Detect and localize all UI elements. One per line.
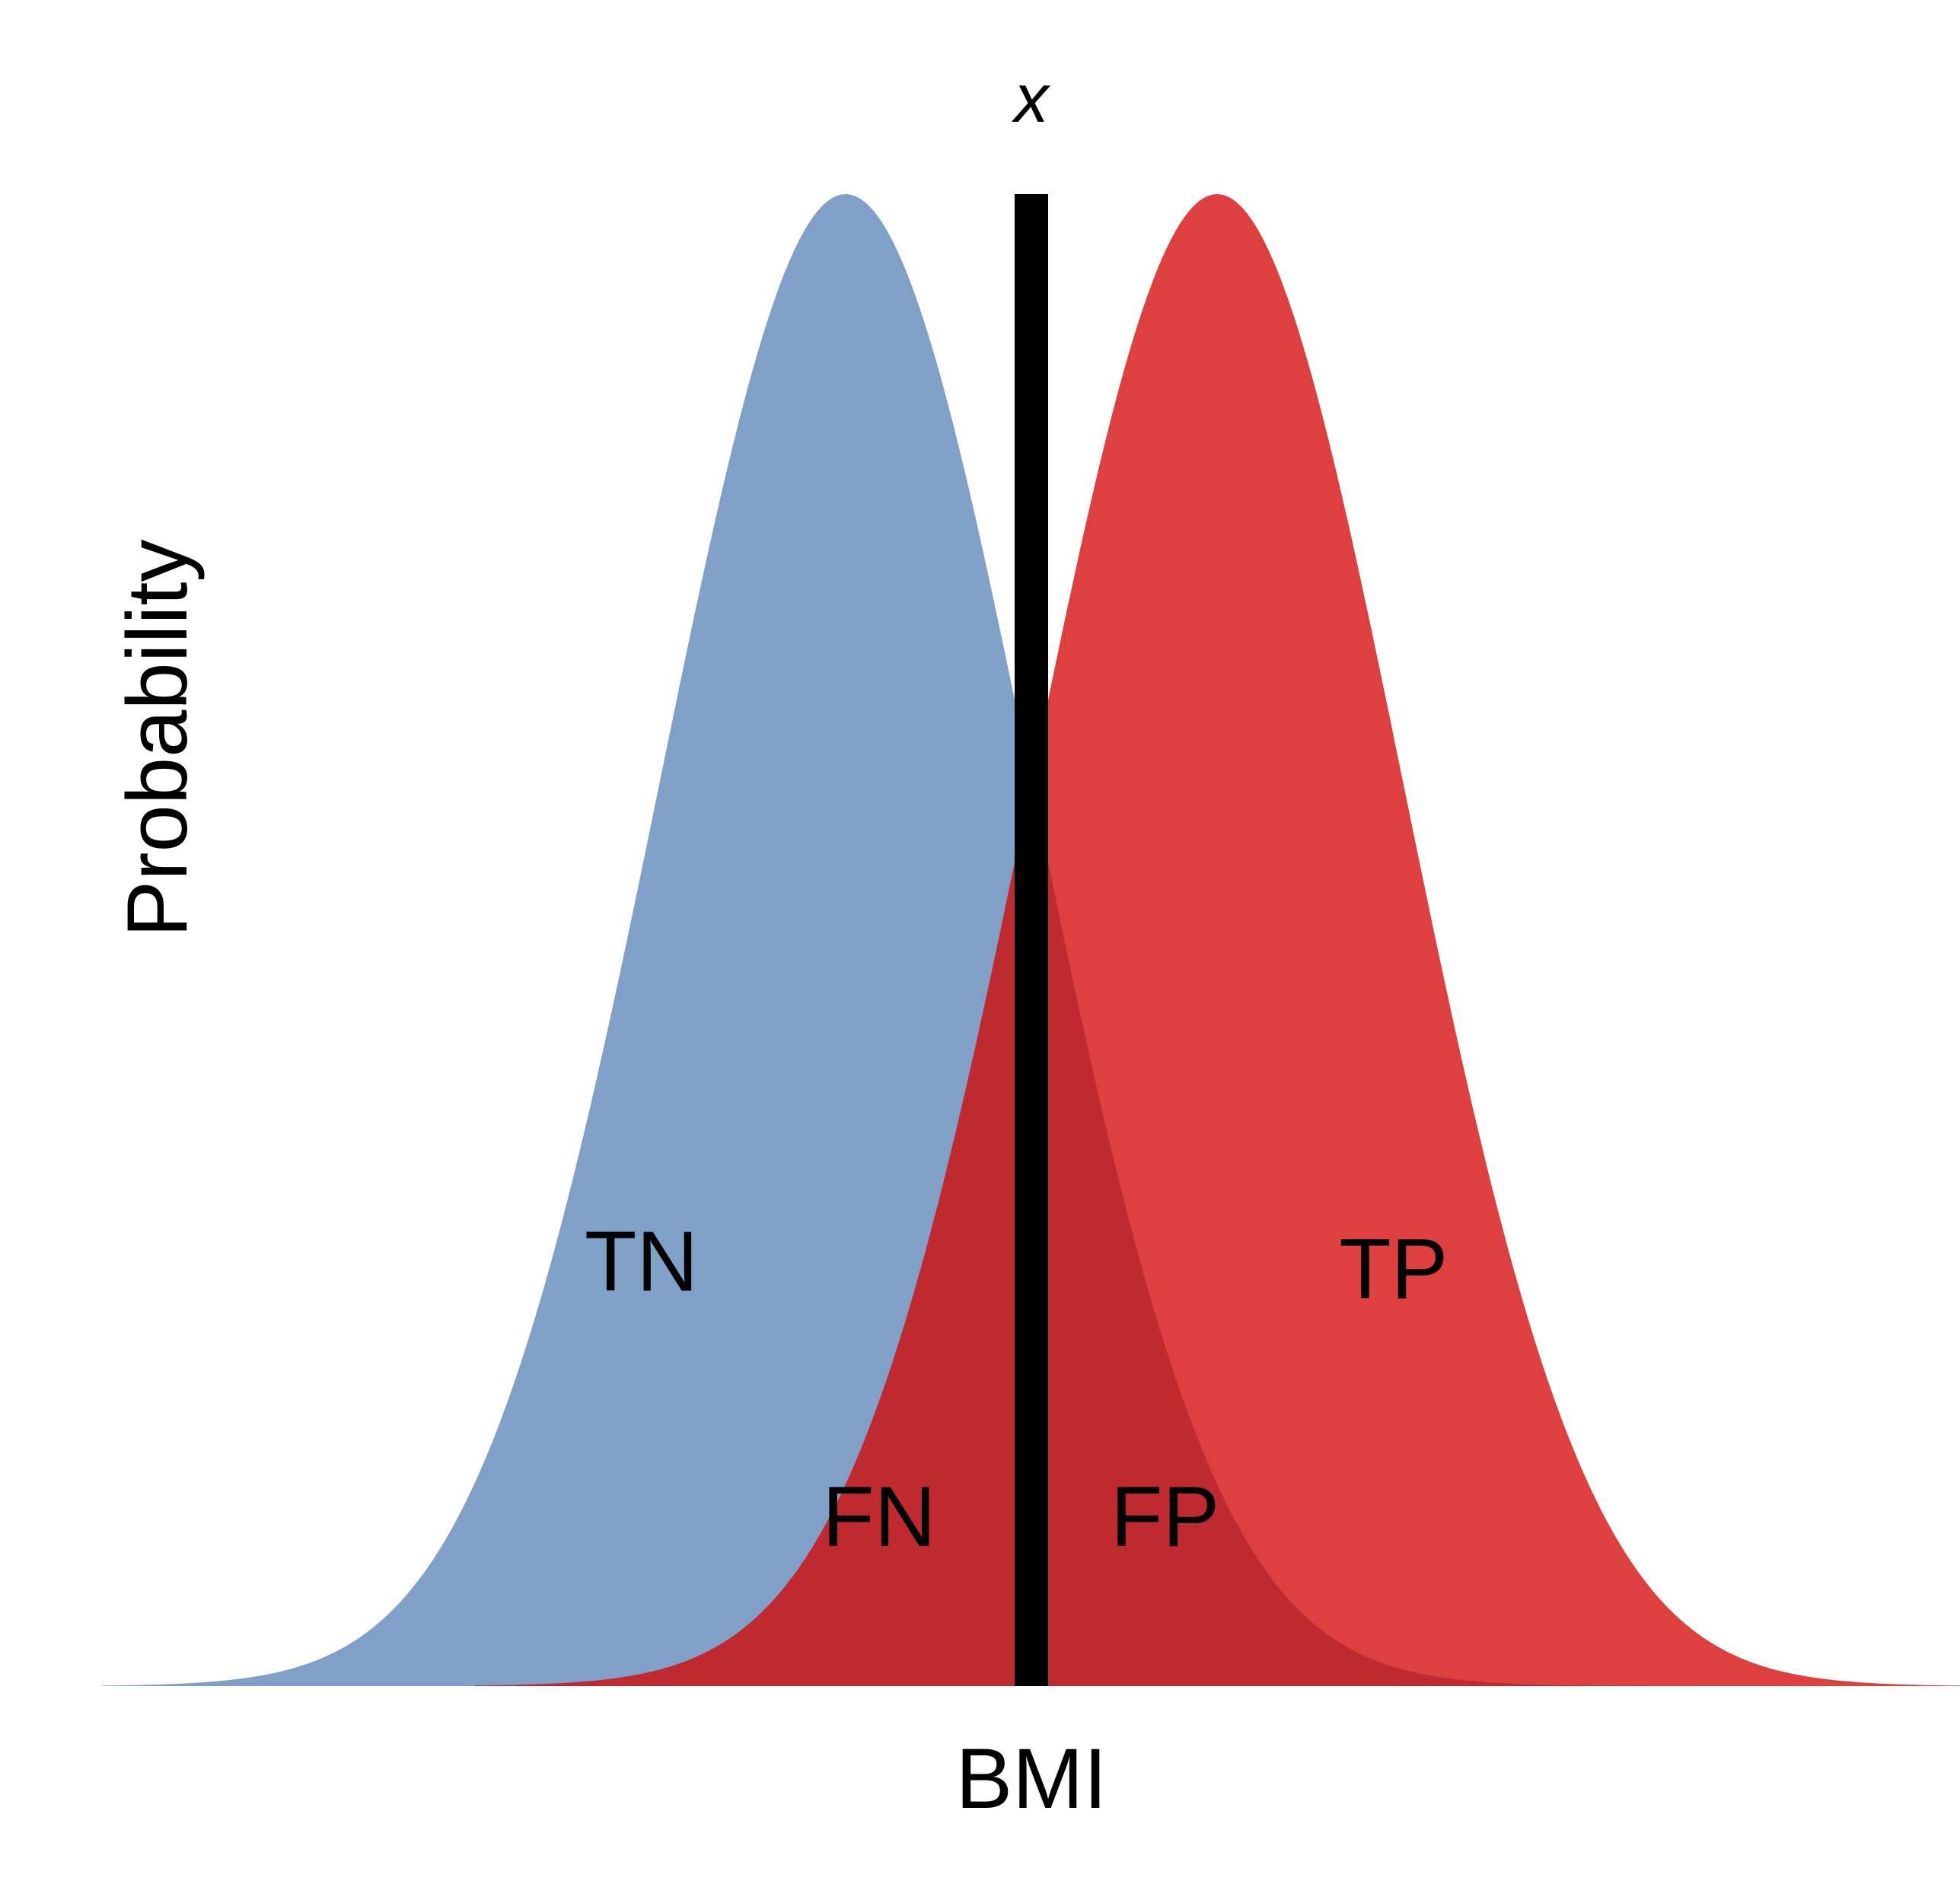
region-label-fn: FN (822, 1469, 935, 1564)
region-label-fp: FP (1111, 1469, 1219, 1564)
region-labels: TN FN FP TP (585, 1214, 1448, 1564)
positive-distribution-area (474, 194, 1960, 1686)
threshold-label: x (1012, 61, 1051, 137)
y-axis-label: Probability (110, 540, 205, 938)
region-label-tp: TP (1339, 1221, 1448, 1316)
overlap-area (474, 781, 1960, 1686)
x-axis-label: BMI (955, 1731, 1107, 1826)
region-label-tn: TN (585, 1214, 698, 1309)
threshold-line (1015, 194, 1048, 1686)
